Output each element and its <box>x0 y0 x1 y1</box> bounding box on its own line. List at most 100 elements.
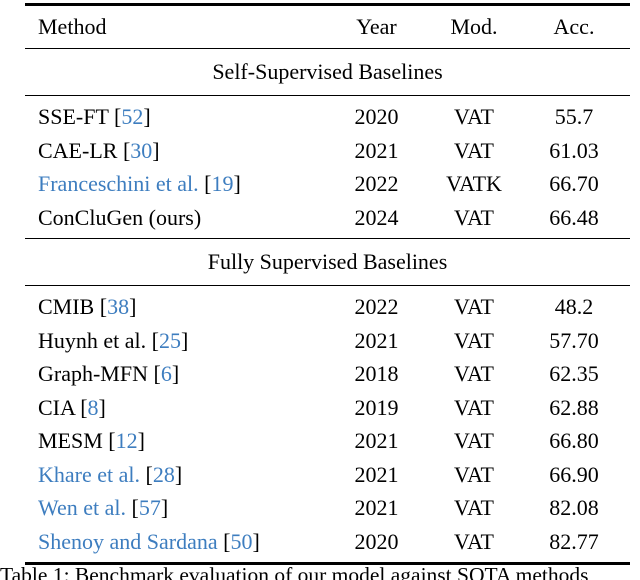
method-cell: SSE-FT [52] <box>25 100 329 134</box>
modality-cell: VATK <box>446 171 502 196</box>
col-header-year: Year <box>356 14 397 40</box>
table-bottom-rule <box>25 562 630 565</box>
table-caption: Table 1: Benchmark evaluation of our mod… <box>0 563 589 580</box>
cite-bracket-close: ] <box>180 327 189 353</box>
year-cell: 2022 <box>354 171 399 196</box>
section-rule <box>25 238 630 239</box>
cite-bracket-close: ] <box>129 294 137 319</box>
method-name: CIA <box>38 394 75 420</box>
citation-link[interactable]: 50 <box>230 528 253 554</box>
method-name-link[interactable]: Franceschini et al. <box>38 171 199 196</box>
method-cell: Franceschini et al. [19] <box>25 167 329 201</box>
method-name: MESM <box>38 428 103 453</box>
table-top-rule <box>25 3 630 6</box>
cite-bracket-open: [ <box>114 104 122 129</box>
accuracy-cell: 66.48 <box>549 204 599 230</box>
col-header-acc: Acc. <box>553 14 595 40</box>
citation-link[interactable]: 57 <box>138 495 161 520</box>
modality-cell: VAT <box>454 361 494 386</box>
method-name: SSE-FT <box>38 104 109 129</box>
section-title: Fully Supervised Baselines <box>207 249 448 274</box>
accuracy-cell: 57.70 <box>549 327 599 353</box>
modality-cell: VAT <box>454 428 494 453</box>
table-row: Graph-MFN [6] 2018 VAT 62.35 <box>25 357 630 391</box>
method-name: CAE-LR <box>38 137 118 163</box>
accuracy-cell: 62.88 <box>549 394 599 420</box>
cite-bracket-open: [ <box>153 361 161 386</box>
citation-link[interactable]: 8 <box>87 394 99 420</box>
method-cell: ConCluGen (ours) <box>25 201 329 235</box>
accuracy-cell: 66.90 <box>549 461 599 487</box>
table-header-row: Method Year Mod. Acc. <box>25 6 630 48</box>
method-name: Graph-MFN <box>38 361 148 386</box>
cite-bracket-close: ] <box>252 528 260 554</box>
modality-cell: VAT <box>454 137 494 163</box>
section-rule <box>25 285 630 286</box>
table-row: SSE-FT [52] 2020 VAT 55.7 <box>25 100 630 134</box>
modality-cell: VAT <box>454 104 494 129</box>
cite-bracket-open: [ <box>122 137 131 163</box>
citation-link[interactable]: 19 <box>211 171 234 196</box>
cite-bracket-close: ] <box>152 137 160 163</box>
section-title: Self-Supervised Baselines <box>212 59 443 84</box>
cite-bracket-open: [ <box>151 327 159 353</box>
table-row: MESM [12] 2021 VAT 66.80 <box>25 424 630 458</box>
citation-link[interactable]: 12 <box>115 428 138 453</box>
accuracy-cell: 55.7 <box>554 104 594 129</box>
cite-bracket-close: ] <box>137 428 145 453</box>
table-row: Khare et al. [28] 2021 VAT 66.90 <box>25 458 630 492</box>
method-cell: CIA [8] <box>25 391 329 425</box>
table-row: Wen et al. [57] 2021 VAT 82.08 <box>25 491 630 525</box>
year-cell: 2021 <box>354 428 399 453</box>
table-row-ours: ConCluGen (ours) 2024 VAT 66.48 <box>25 201 630 235</box>
method-cell: Graph-MFN [6] <box>25 357 329 391</box>
cite-bracket-open: [ <box>131 495 139 520</box>
cite-bracket-close: ] <box>174 461 183 487</box>
method-cell: CMIB [38] <box>25 290 329 324</box>
col-header-mod: Mod. <box>450 14 498 40</box>
method-name: Huynh et al. <box>38 327 147 353</box>
year-cell: 2024 <box>354 204 399 230</box>
cite-bracket-close: ] <box>171 361 180 386</box>
method-cell: MESM [12] <box>25 424 329 458</box>
citation-link[interactable]: 30 <box>130 137 153 163</box>
cite-bracket-open: [ <box>99 294 108 319</box>
citation-link[interactable]: 38 <box>107 294 130 319</box>
citation-link[interactable]: 28 <box>152 461 175 487</box>
year-cell: 2020 <box>354 528 399 554</box>
method-cell: Wen et al. [57] <box>25 491 329 525</box>
modality-cell: VAT <box>454 394 494 420</box>
table-row: CIA [8] 2019 VAT 62.88 <box>25 391 630 425</box>
year-cell: 2019 <box>354 394 399 420</box>
method-name-link[interactable]: Shenoy and Sardana <box>38 528 218 554</box>
table-row: CMIB [38] 2022 VAT 48.2 <box>25 290 630 324</box>
table-row: Shenoy and Sardana [50] 2020 VAT 82.77 <box>25 525 630 559</box>
citation-link[interactable]: 25 <box>158 327 181 353</box>
cite-bracket-open: [ <box>223 528 231 554</box>
method-name-link[interactable]: Khare et al. <box>38 461 140 487</box>
year-cell: 2021 <box>354 327 399 353</box>
cite-bracket-open: [ <box>80 394 88 420</box>
year-cell: 2021 <box>354 137 399 163</box>
modality-cell: VAT <box>454 327 494 353</box>
cite-bracket-open: [ <box>204 171 212 196</box>
method-name-link[interactable]: Wen et al. <box>38 495 127 520</box>
accuracy-cell: 62.35 <box>549 361 599 386</box>
table-row: CAE-LR [30] 2021 VAT 61.03 <box>25 134 630 168</box>
accuracy-cell: 66.70 <box>549 171 599 196</box>
year-cell: 2020 <box>354 104 399 129</box>
modality-cell: VAT <box>454 528 494 554</box>
table-row: Huynh et al. [25] 2021 VAT 57.70 <box>25 324 630 358</box>
header-rule <box>25 48 630 49</box>
cite-bracket-close: ] <box>98 394 106 420</box>
accuracy-cell: 61.03 <box>549 137 599 163</box>
section-header-fully-supervised: Fully Supervised Baselines <box>25 239 630 285</box>
col-header-method: Method <box>38 14 107 40</box>
modality-cell: VAT <box>454 461 494 487</box>
cite-bracket-open: [ <box>108 428 116 453</box>
citation-link[interactable]: 6 <box>160 361 172 386</box>
section-header-self-supervised: Self-Supervised Baselines <box>25 49 630 95</box>
citation-link[interactable]: 52 <box>121 104 144 129</box>
section-rule <box>25 95 630 96</box>
